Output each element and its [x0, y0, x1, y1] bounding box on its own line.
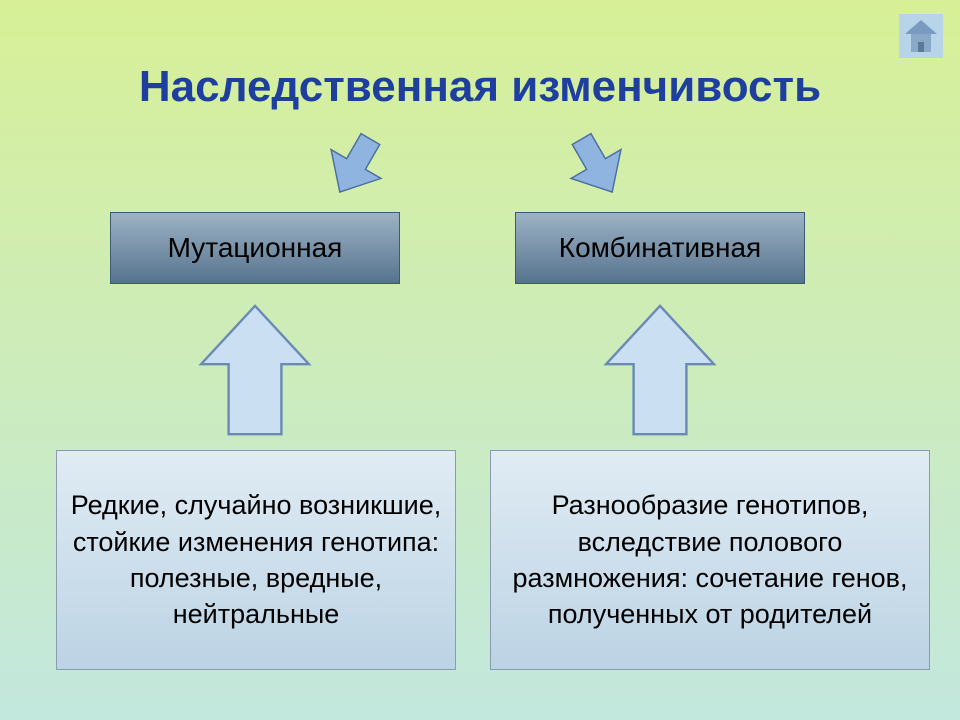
desc-text-combinative: Разнообразие генотипов, вследствие полов…: [501, 487, 919, 633]
type-label-mutation: Мутационная: [168, 232, 343, 264]
page-title: Наследственная изменчивость: [0, 62, 960, 112]
type-box-mutation: Мутационная: [110, 212, 400, 284]
arrow-down-left: [307, 115, 405, 213]
type-box-combinative: Комбинативная: [515, 212, 805, 284]
desc-box-combinative: Разнообразие генотипов, вследствие полов…: [490, 450, 930, 670]
home-icon[interactable]: [897, 12, 945, 60]
type-label-combinative: Комбинативная: [559, 232, 761, 264]
house-icon: [899, 14, 943, 58]
desc-text-mutation: Редкие, случайно возникшие, стойкие изме…: [67, 487, 445, 633]
desc-box-mutation: Редкие, случайно возникшие, стойкие изме…: [56, 450, 456, 670]
arrow-up-right: [600, 300, 720, 440]
slide: Наследственная изменчивость Мутационная …: [0, 0, 960, 720]
arrow-up-left: [195, 300, 315, 440]
arrow-down-right: [547, 115, 645, 213]
